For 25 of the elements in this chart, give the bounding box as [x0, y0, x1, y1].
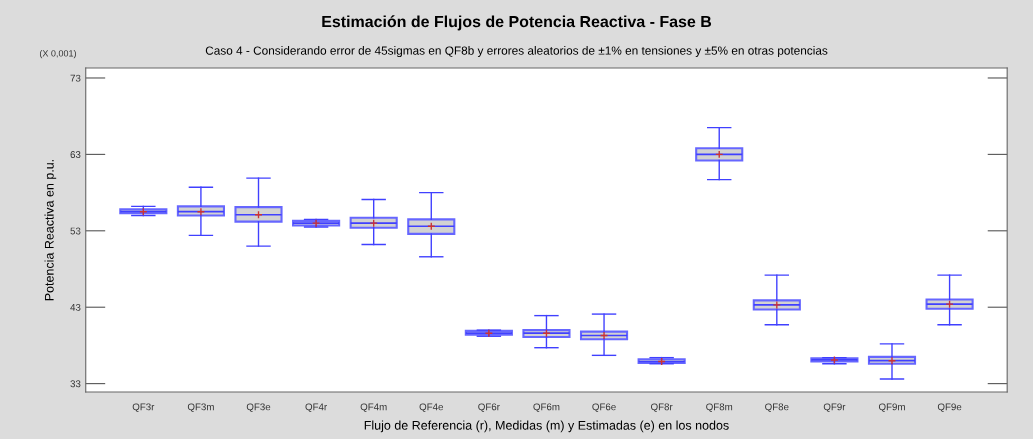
x-tick-label: QF3e	[246, 403, 271, 413]
y-axis-title: Potencia Reactiva en p.u.	[44, 159, 57, 301]
x-tick-label: QF8m	[706, 403, 733, 413]
x-tick-label: QF4m	[360, 403, 387, 413]
x-tick-label: QF8r	[651, 403, 673, 413]
y-tick-label: 63	[70, 151, 81, 159]
x-axis-title: Flujo de Referencia (r), Medidas (m) y Estimadas (e) en los nodos	[364, 420, 729, 433]
y-tick-label: 43	[70, 303, 81, 311]
x-tick-label: QF9e	[937, 403, 962, 413]
x-tick-label: QF3m	[187, 403, 214, 413]
x-tick-label: QF6e	[592, 403, 616, 413]
x-tick-label: QF9m	[878, 403, 905, 413]
text: (X 0,001)	[39, 49, 76, 59]
x-tick-label: QF6r	[478, 403, 500, 413]
x-tick-label: QF4r	[305, 403, 328, 413]
x-tick-label: QF9r	[823, 403, 846, 413]
y-tick-label: 53	[70, 227, 81, 235]
chart-title: Estimación de Flujos de Potencia Reactiva - Fase B	[322, 15, 712, 31]
x-tick-label: QF8e	[765, 403, 789, 413]
y-tick-label: 33	[70, 380, 81, 388]
y-tick-label: 73	[70, 74, 81, 82]
x-tick-label: QF6m	[533, 403, 560, 413]
x-tick-label: QF3r	[132, 403, 155, 413]
chart-subtitle: Caso 4 - Considerando error de 45sigmas en QF8b y errores aleatorios de ±1% en tensiones y ±5% en otras potencias	[205, 46, 828, 58]
x-tick-label: QF4e	[419, 403, 443, 413]
